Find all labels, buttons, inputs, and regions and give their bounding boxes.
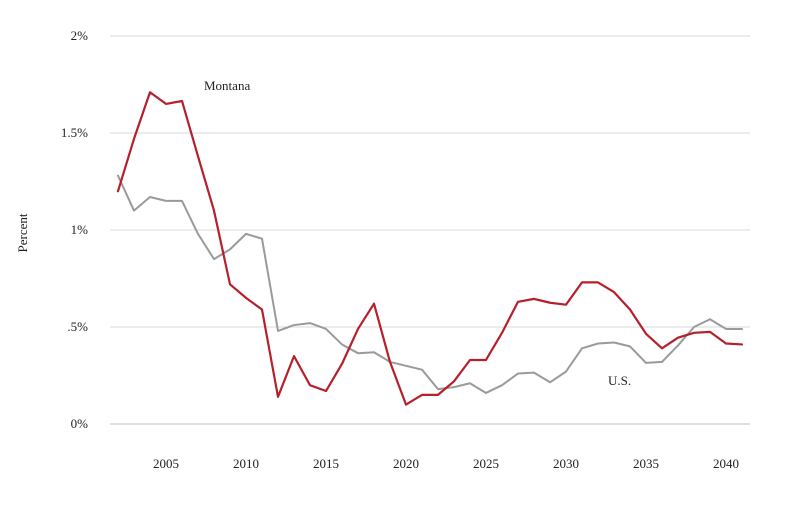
x-tick-label: 2030 <box>553 456 579 471</box>
y-tick-label: 1.5% <box>61 125 88 140</box>
x-tick-label: 2040 <box>713 456 739 471</box>
series-label-us: U.S. <box>608 373 631 388</box>
y-axis-title: Percent <box>15 213 30 252</box>
series-label-montana: Montana <box>204 78 250 93</box>
x-tick-label: 2025 <box>473 456 499 471</box>
x-tick-label: 2010 <box>233 456 259 471</box>
y-tick-label: .5% <box>67 319 88 334</box>
x-tick-label: 2005 <box>153 456 179 471</box>
series-line-u-s <box>117 174 743 394</box>
x-tick-label: 2020 <box>393 456 419 471</box>
y-tick-label: 0% <box>71 416 89 431</box>
series-line-montana <box>116 91 744 406</box>
x-tick-label: 2015 <box>313 456 339 471</box>
y-axis-ticks: 0% .5% 1% 1.5% 2% <box>61 28 88 431</box>
x-tick-label: 2035 <box>633 456 659 471</box>
gridlines <box>110 35 750 425</box>
y-tick-label: 2% <box>71 28 89 43</box>
series-lines <box>116 91 744 406</box>
y-tick-label: 1% <box>71 222 89 237</box>
x-axis-ticks: 2005 2010 2015 2020 2025 2030 2035 2040 <box>153 456 739 471</box>
